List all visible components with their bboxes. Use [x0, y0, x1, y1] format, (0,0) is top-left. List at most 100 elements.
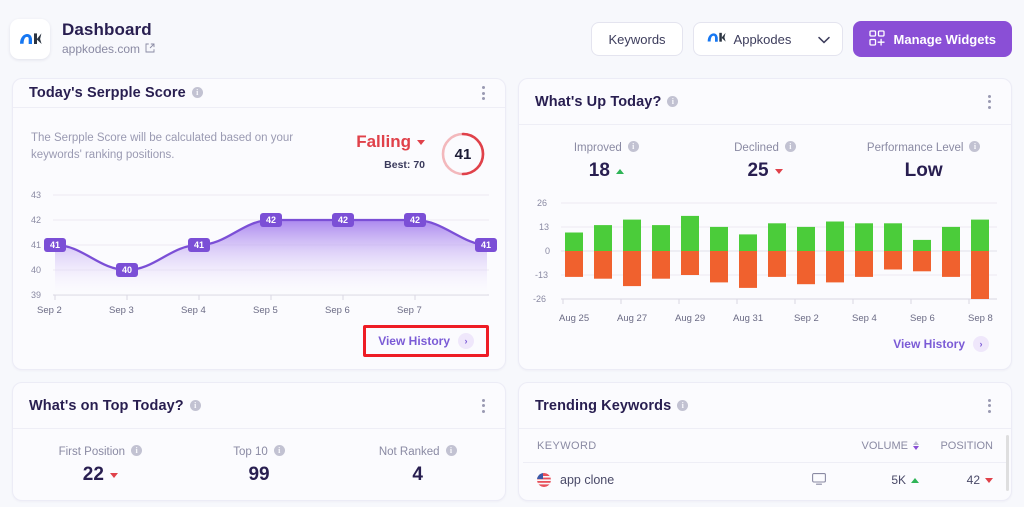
chevron-right-icon: › — [458, 333, 474, 349]
x-tick-label: Sep 2 — [794, 313, 819, 324]
card-footer: View History › — [13, 321, 505, 369]
x-tick-label: Sep 3 — [109, 305, 134, 316]
card-title: What's on Top Today? i — [29, 398, 201, 414]
column-header-keyword: KEYWORD — [537, 439, 597, 452]
svg-text:39: 39 — [31, 290, 41, 300]
stat-value-text: Low — [904, 160, 943, 181]
page-title: Dashboard — [62, 20, 152, 39]
view-history-label: View History — [378, 334, 450, 348]
x-tick-label: Sep 6 — [910, 313, 935, 324]
stats-row: Improved i 18 Declined i 25 — [519, 125, 1011, 182]
score-summary: The Serpple Score will be calculated bas… — [13, 108, 505, 178]
card-menu-button[interactable] — [478, 395, 489, 417]
svg-text:41: 41 — [50, 240, 60, 250]
info-icon[interactable]: i — [189, 399, 201, 411]
sort-icon[interactable] — [913, 441, 919, 450]
desktop-icon — [812, 472, 826, 488]
x-tick-label: Aug 27 — [617, 313, 648, 324]
view-history-button[interactable]: View History › — [887, 333, 995, 355]
card-header: What's Up Today? i — [519, 79, 1011, 125]
card-title-text: Trending Keywords — [535, 397, 672, 414]
arrow-up-icon — [911, 477, 919, 483]
card-footer: View History › — [519, 329, 1011, 367]
card-whats-on-top-today: What's on Top Today? i First Position i 22 — [12, 382, 506, 501]
chevron-down-icon — [817, 32, 830, 47]
view-history-button[interactable]: View History › — [372, 330, 480, 352]
stat-top-10: Top 10 i 99 — [180, 445, 339, 486]
trend-status[interactable]: Falling — [356, 132, 425, 152]
stat-value-text: 99 — [248, 464, 270, 485]
card-menu-button[interactable] — [984, 91, 995, 113]
trend-status-label: Falling — [356, 132, 411, 151]
site-domain-label: appkodes.com — [62, 42, 141, 56]
info-icon[interactable]: i — [445, 445, 457, 456]
keyword-name: app clone — [560, 473, 615, 487]
card-title-text: What's on Top Today? — [29, 397, 184, 414]
appkodes-logo-icon-small — [706, 30, 726, 48]
svg-text:13: 13 — [539, 222, 549, 232]
column-header-volume-label: VOLUME — [861, 439, 908, 452]
widgets-grid-icon — [868, 29, 885, 49]
card-todays-serpple-score: Today's Serpple Score i The Serpple Score… — [12, 78, 506, 370]
x-tick-label: Sep 7 — [397, 305, 422, 316]
score-description: The Serpple Score will be calculated bas… — [31, 132, 294, 161]
info-icon[interactable]: i — [969, 141, 981, 152]
whats-up-bar-chart: 26 13 0 -13 -26 — [519, 182, 1011, 329]
stat-value: Low — [844, 160, 1003, 182]
card-trending-keywords: Trending Keywords i KEYWORD VOLUME POSITI… — [518, 382, 1012, 501]
svg-text:-26: -26 — [533, 294, 546, 304]
card-whats-up-today: What's Up Today? i Improved i 18 Decli — [518, 78, 1012, 370]
keywords-table: KEYWORD VOLUME POSITION — [519, 429, 1011, 497]
card-title: Today's Serpple Score i — [29, 85, 203, 101]
view-history-highlight: View History › — [363, 325, 489, 357]
keywords-button[interactable]: Keywords — [591, 22, 683, 56]
svg-text:43: 43 — [31, 190, 41, 200]
manage-widgets-button[interactable]: Manage Widgets — [852, 21, 1012, 57]
stat-not-ranked: Not Ranked i 4 — [338, 445, 497, 486]
card-header: What's on Top Today? i — [13, 383, 505, 429]
volume-cell: 5K — [845, 473, 919, 487]
info-icon[interactable]: i — [667, 95, 679, 107]
card-menu-button[interactable] — [984, 395, 995, 417]
svg-text:41: 41 — [481, 240, 491, 250]
project-select[interactable]: Appkodes — [692, 22, 843, 56]
svg-text:42: 42 — [410, 215, 420, 225]
x-tick-label: Aug 29 — [675, 313, 706, 324]
x-tick-label: Aug 31 — [733, 313, 764, 324]
arrow-down-icon — [774, 168, 783, 174]
external-link-icon[interactable] — [145, 41, 155, 58]
table-scrollbar[interactable] — [1006, 435, 1009, 491]
volume-value: 5K — [891, 473, 906, 487]
card-header: Today's Serpple Score i — [13, 79, 505, 108]
info-icon[interactable]: i — [677, 399, 689, 411]
x-tick-label: Sep 4 — [852, 313, 877, 324]
column-header-volume[interactable]: VOLUME — [845, 440, 919, 452]
stat-label-text: Declined — [734, 142, 779, 154]
stat-label-text: Improved — [573, 142, 622, 154]
table-row[interactable]: app clone 5K — [523, 463, 1007, 497]
info-icon[interactable]: i — [627, 141, 639, 152]
stat-label: Not Ranked i — [338, 445, 497, 458]
site-domain: appkodes.com — [62, 41, 155, 58]
svg-text:-13: -13 — [535, 270, 548, 280]
svg-text:26: 26 — [537, 198, 547, 208]
x-tick-label: Sep 8 — [968, 313, 993, 324]
info-icon[interactable]: i — [191, 87, 203, 98]
chevron-down-icon — [417, 139, 425, 145]
info-icon[interactable]: i — [273, 445, 285, 456]
chevron-right-icon: › — [973, 336, 989, 352]
appkodes-logo-icon — [10, 19, 50, 59]
svg-text:42: 42 — [266, 215, 276, 225]
svg-text:41: 41 — [31, 240, 41, 250]
score-gauge: 41 — [439, 130, 487, 178]
card-menu-button[interactable] — [478, 82, 489, 104]
stat-value-text: 25 — [747, 160, 769, 181]
info-icon[interactable]: i — [131, 445, 143, 456]
svg-text:42: 42 — [31, 215, 41, 225]
stat-performance-level: Performance Level i Low — [844, 141, 1003, 182]
info-icon[interactable]: i — [784, 141, 796, 152]
serpple-score-line-chart: 43 42 41 40 39 — [13, 178, 505, 321]
card-title: What's Up Today? i — [535, 94, 679, 110]
stat-first-position: First Position i 22 — [21, 445, 180, 486]
column-header-position: POSITION — [940, 439, 993, 452]
